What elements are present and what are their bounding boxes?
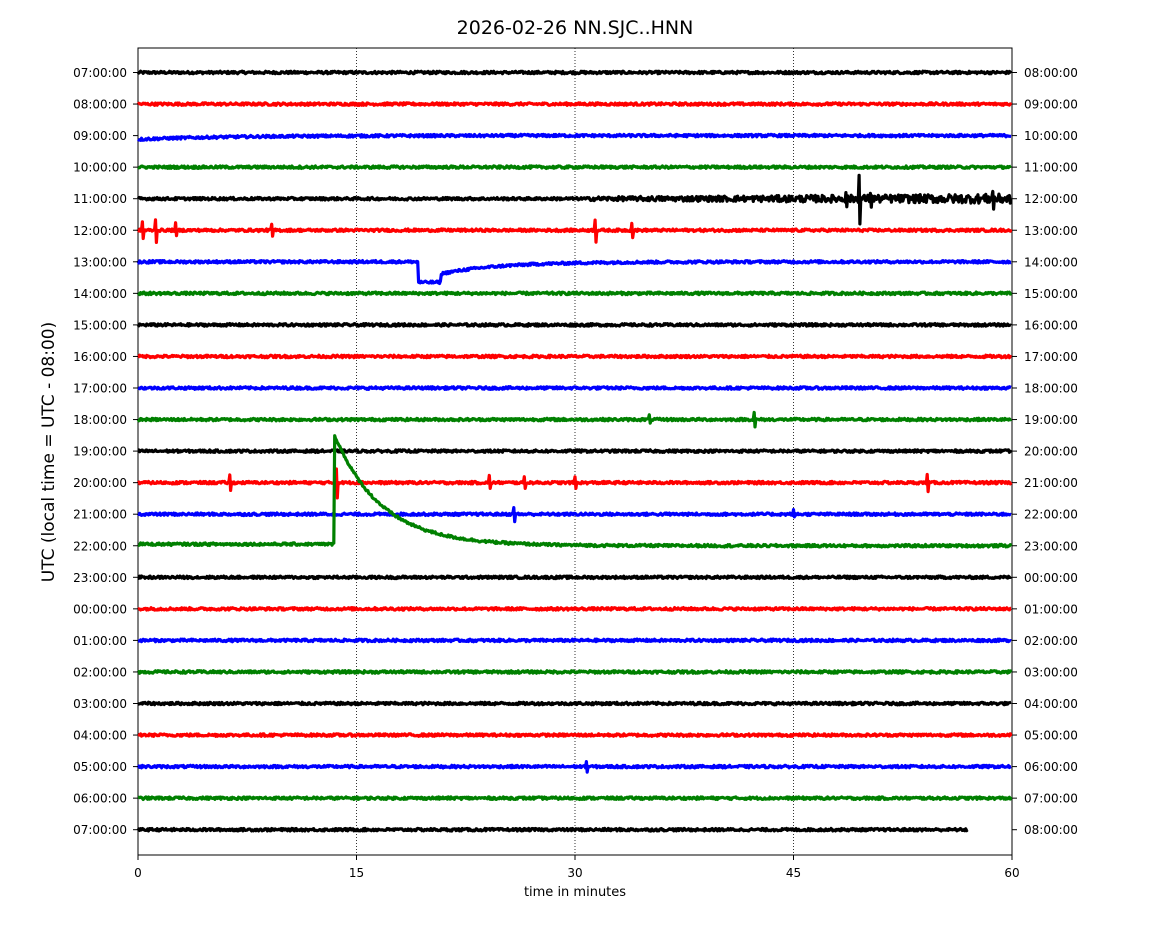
trace-row-9 [136, 353, 1013, 360]
trace-row-20 [137, 700, 1012, 707]
trace-row-10 [137, 385, 1012, 391]
seismic-traces [136, 69, 1013, 833]
trace-row-6 [136, 259, 1012, 286]
left-hour-label: 11:00:00 [73, 192, 127, 206]
chart-title: 2026-02-26 NN.SJC..HNN [457, 17, 694, 39]
trace-row-4 [136, 173, 1013, 226]
y-axis-label: UTC (local time = UTC - 08:00) [39, 322, 59, 582]
trace-row-23 [137, 795, 1013, 802]
right-hour-label: 08:00:00 [1024, 66, 1078, 80]
right-hour-label: 15:00:00 [1024, 287, 1078, 301]
left-hour-label: 01:00:00 [73, 634, 127, 648]
right-hour-label: 03:00:00 [1024, 665, 1078, 679]
left-hour-label: 21:00:00 [73, 508, 127, 522]
left-hour-label: 04:00:00 [73, 729, 127, 743]
left-hour-label: 09:00:00 [73, 129, 127, 143]
left-hour-label: 18:00:00 [73, 413, 127, 427]
right-hour-label: 02:00:00 [1024, 634, 1078, 648]
trace-row-7 [136, 290, 1013, 297]
right-hour-label: 09:00:00 [1024, 98, 1078, 112]
left-hour-label: 12:00:00 [73, 224, 127, 238]
right-hour-label: 12:00:00 [1024, 192, 1078, 206]
right-hour-label: 06:00:00 [1024, 760, 1078, 774]
right-hour-label: 22:00:00 [1024, 508, 1078, 522]
trace-row-11 [136, 410, 1013, 429]
left-hour-label: 22:00:00 [73, 539, 127, 553]
left-hour-label: 13:00:00 [73, 255, 127, 269]
x-tick-label: 45 [786, 866, 801, 880]
vertical-gridlines [356, 48, 794, 855]
x-tick-label: 60 [1004, 866, 1019, 880]
left-hour-label: 19:00:00 [73, 445, 127, 459]
trace-row-2 [137, 132, 1012, 142]
left-hour-label: 08:00:00 [73, 98, 127, 112]
trace-row-16 [137, 574, 1013, 581]
right-hour-label: 20:00:00 [1024, 445, 1078, 459]
right-hour-label: 21:00:00 [1024, 476, 1078, 490]
left-hour-label: 03:00:00 [73, 697, 127, 711]
left-hour-label: 00:00:00 [73, 602, 127, 616]
x-axis: 0 15 30 45 60 [134, 855, 1020, 880]
x-tick-label: 0 [134, 866, 142, 880]
trace-row-15 [137, 434, 1013, 549]
trace-row-5 [136, 218, 1013, 244]
left-hour-label: 06:00:00 [73, 792, 127, 806]
right-hour-label: 00:00:00 [1024, 571, 1078, 585]
right-hour-label: 16:00:00 [1024, 318, 1078, 332]
x-tick-label: 30 [567, 866, 582, 880]
trace-row-8 [136, 322, 1012, 328]
trace-row-21 [137, 732, 1013, 738]
x-axis-label: time in minutes [524, 885, 626, 900]
right-hour-label: 14:00:00 [1024, 255, 1078, 269]
left-hour-label: 16:00:00 [73, 350, 127, 364]
left-hour-label: 02:00:00 [73, 665, 127, 679]
right-hour-label: 18:00:00 [1024, 382, 1078, 396]
trace-row-19 [136, 669, 1013, 675]
left-hour-label: 05:00:00 [73, 760, 127, 774]
trace-row-17 [137, 605, 1012, 612]
right-hour-label: 05:00:00 [1024, 729, 1078, 743]
right-hour-label: 01:00:00 [1024, 602, 1078, 616]
left-hour-label: 15:00:00 [73, 318, 127, 332]
left-hour-axis: 07:00:00 08:00:00 09:00:00 10:00:00 11:00:00… [73, 66, 138, 837]
right-hour-label: 13:00:00 [1024, 224, 1078, 238]
left-hour-label: 14:00:00 [73, 287, 127, 301]
left-hour-label: 23:00:00 [73, 571, 127, 585]
right-hour-label: 07:00:00 [1024, 792, 1078, 806]
trace-row-18 [137, 637, 1012, 644]
trace-row-24 [136, 826, 969, 833]
right-hour-label: 08:00:00 [1024, 823, 1078, 837]
trace-row-3 [137, 164, 1012, 170]
trace-row-14 [136, 506, 1012, 524]
left-hour-label: 07:00:00 [73, 66, 127, 80]
right-hour-axis: 08:00:00 09:00:00 10:00:00 11:00:00 12:00:00… [1012, 66, 1078, 837]
trace-row-12 [137, 448, 1013, 454]
right-hour-label: 17:00:00 [1024, 350, 1078, 364]
right-hour-label: 23:00:00 [1024, 539, 1078, 553]
left-hour-label: 17:00:00 [73, 382, 127, 396]
left-hour-label: 07:00:00 [73, 823, 127, 837]
right-hour-label: 04:00:00 [1024, 697, 1078, 711]
right-hour-label: 19:00:00 [1024, 413, 1078, 427]
right-hour-label: 10:00:00 [1024, 129, 1078, 143]
trace-row-0 [136, 69, 1013, 76]
left-hour-label: 10:00:00 [73, 161, 127, 175]
right-hour-label: 11:00:00 [1024, 161, 1078, 175]
left-hour-label: 20:00:00 [73, 476, 127, 490]
trace-row-13 [136, 467, 1013, 500]
x-tick-label: 15 [349, 866, 364, 880]
trace-row-1 [136, 101, 1013, 107]
trace-row-22 [136, 759, 1012, 774]
